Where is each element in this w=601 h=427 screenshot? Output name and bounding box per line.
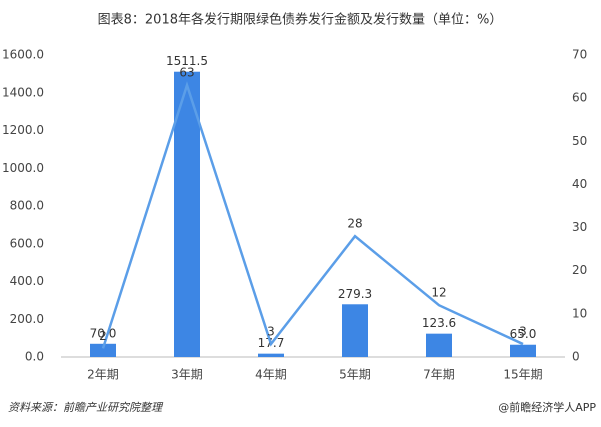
y2-tick-label: 20: [572, 263, 587, 277]
y-tick-label: 600.0: [10, 236, 44, 250]
x-tick-label: 15年期: [503, 368, 542, 382]
y-tick-label: 200.0: [10, 312, 44, 326]
y-tick-label: 400.0: [10, 274, 44, 288]
chart-title: 图表8：2018年各发行期限绿色债券发行金额及发行数量（单位：%）: [98, 12, 503, 28]
bar-value-label: 279.3: [338, 287, 372, 301]
bar-value-label: 65.0: [510, 327, 537, 341]
x-tick-label: 4年期: [255, 368, 287, 382]
y-tick-label: 1000.0: [2, 161, 44, 175]
y-tick-label: 0.0: [25, 350, 44, 364]
bar: [258, 353, 284, 357]
y2-tick-label: 30: [572, 220, 587, 234]
y2-tick-label: 60: [572, 91, 587, 105]
y2-tick-label: 40: [572, 177, 587, 191]
y2-tick-label: 10: [572, 306, 587, 320]
line: [101, 81, 524, 349]
y2-tick-label: 0: [572, 350, 580, 364]
line-value-label: 3: [519, 325, 527, 339]
bar-value-label: 123.6: [422, 316, 456, 330]
bar: [426, 333, 452, 357]
x-tick-label: 2年期: [87, 368, 119, 382]
y-tick-label: 1400.0: [2, 85, 44, 99]
brand: @前瞻经济学人APP: [498, 400, 596, 414]
bar: [174, 71, 200, 357]
y2-tick-label: 70: [572, 48, 587, 62]
bar: [342, 304, 368, 357]
x-tick-label: 5年期: [339, 368, 371, 382]
x-tick-label: 3年期: [171, 368, 203, 382]
bar: [510, 344, 536, 357]
y-tick-label: 800.0: [10, 199, 44, 213]
y-tick-label: 1200.0: [2, 123, 44, 137]
line-value-label: 28: [347, 217, 362, 231]
bar-value-label: 1511.5: [166, 54, 208, 68]
line-value-label: 3: [267, 325, 275, 339]
line-value-label: 63: [179, 66, 194, 80]
bar: [90, 343, 116, 357]
line-value-label: 12: [431, 286, 446, 300]
y2-tick-label: 50: [572, 134, 587, 148]
line-value-label: 2: [99, 329, 107, 343]
x-tick-label: 7年期: [423, 368, 455, 382]
y-tick-label: 1600.0: [2, 48, 44, 62]
source: 资料来源：前瞻产业研究院整理: [8, 401, 164, 414]
